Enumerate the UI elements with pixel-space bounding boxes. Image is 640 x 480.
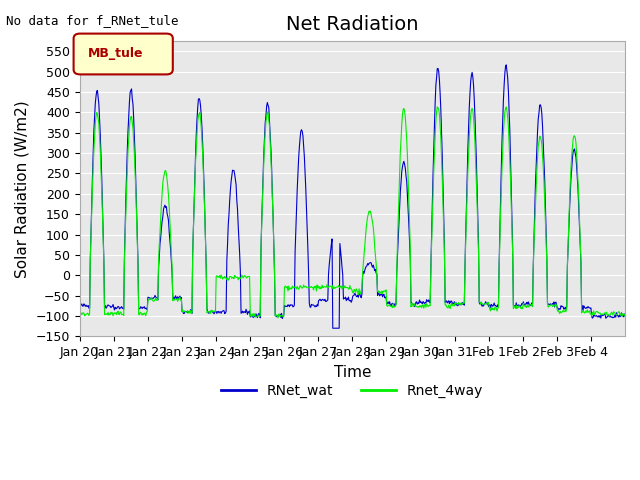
Rnet_4way: [240, 274, 248, 279]
Rnet_4way: [409, 303, 417, 309]
Rnet_4way: [267, 156, 275, 162]
Rnet_4way: [274, 315, 282, 321]
Rnet_4way: [289, 283, 296, 289]
RNet_wat: [140, 305, 147, 311]
RNet_wat: [440, 212, 447, 218]
Text: MB_tule: MB_tule: [88, 47, 144, 60]
Line: Rnet_4way: Rnet_4way: [79, 107, 625, 318]
Rnet_4way: [440, 249, 448, 255]
RNet_wat: [76, 302, 83, 308]
Rnet_4way: [621, 313, 629, 319]
RNet_wat: [409, 301, 417, 307]
Rnet_4way: [433, 104, 441, 110]
Rnet_4way: [76, 312, 83, 318]
Title: Net Radiation: Net Radiation: [286, 15, 419, 34]
RNet_wat: [329, 325, 337, 331]
Rnet_4way: [140, 312, 147, 317]
Line: RNet_wat: RNet_wat: [79, 65, 625, 328]
Y-axis label: Solar Radiation (W/m2): Solar Radiation (W/m2): [15, 100, 30, 277]
RNet_wat: [288, 302, 296, 308]
X-axis label: Time: Time: [333, 365, 371, 380]
Legend: RNet_wat, Rnet_4way: RNet_wat, Rnet_4way: [216, 378, 489, 403]
RNet_wat: [502, 62, 510, 68]
RNet_wat: [621, 311, 629, 317]
Text: No data for f_RNet_tule: No data for f_RNet_tule: [6, 14, 179, 27]
RNet_wat: [267, 147, 275, 153]
RNet_wat: [240, 309, 248, 314]
